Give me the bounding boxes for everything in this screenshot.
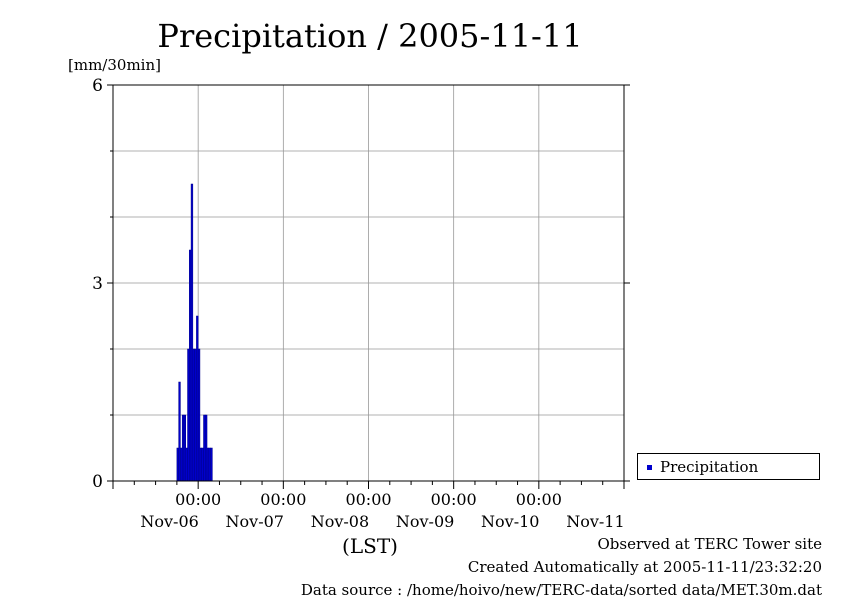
precipitation-bar — [196, 315, 199, 482]
legend: Precipitation — [637, 453, 820, 480]
precipitation-bar — [178, 381, 181, 482]
precipitation-bar — [199, 447, 202, 482]
footer-created: Created Automatically at 2005-11-11/23:3… — [467, 558, 822, 576]
precipitation-bar — [210, 447, 213, 482]
precipitation-bar — [194, 348, 197, 482]
chart-title: Precipitation / 2005-11-11 — [157, 17, 582, 55]
precipitation-bar — [206, 447, 210, 482]
x-tick-time-label: 00:00 — [175, 490, 221, 509]
precipitation-bar — [189, 249, 192, 482]
precipitation-bar — [187, 348, 190, 482]
precipitation-bar — [201, 447, 204, 482]
bars — [176, 183, 213, 482]
x-tick-date-label: Nov-11 — [566, 512, 624, 531]
x-tick-time-label: 00:00 — [345, 490, 391, 509]
x-tick-date-label: Nov-06 — [140, 512, 198, 531]
precipitation-bar — [185, 447, 188, 482]
precipitation-bar — [190, 183, 194, 482]
precipitation-bar — [203, 414, 206, 482]
precipitation-bar — [181, 414, 185, 482]
x-axis-label: (LST) — [342, 534, 398, 558]
precipitation-bar — [197, 348, 201, 482]
x-tick-date-label: Nov-08 — [311, 512, 369, 531]
y-axis-label: [mm/30min] — [68, 56, 161, 74]
precipitation-bar — [183, 414, 186, 482]
precipitation-bar — [176, 447, 179, 482]
footer-source: Data source : /home/hoivo/new/TERC-data/… — [300, 581, 822, 599]
legend-label: Precipitation — [660, 458, 759, 476]
x-tick-date-label: Nov-09 — [396, 512, 454, 531]
x-tick-time-label: 00:00 — [516, 490, 562, 509]
x-tick-time-label: 00:00 — [260, 490, 306, 509]
x-tick-time-label: 00:00 — [431, 490, 477, 509]
footer-site: Observed at TERC Tower site — [597, 535, 822, 553]
precipitation-bar — [208, 447, 211, 482]
x-tick-date-label: Nov-10 — [481, 512, 539, 531]
ticks: 0 3 6 00:00 00:00 00:00 00:00 00:00 Nov-06 Nov-07… — [92, 76, 630, 531]
x-tick-date-label: Nov-07 — [226, 512, 284, 531]
y-tick-label: 3 — [92, 274, 103, 294]
legend-swatch — [647, 465, 652, 470]
y-tick-label: 0 — [92, 472, 103, 492]
precipitation-bar — [192, 348, 195, 482]
precipitation-bar — [180, 447, 183, 482]
precipitation-bar — [205, 414, 208, 482]
y-tick-label: 6 — [92, 76, 103, 96]
